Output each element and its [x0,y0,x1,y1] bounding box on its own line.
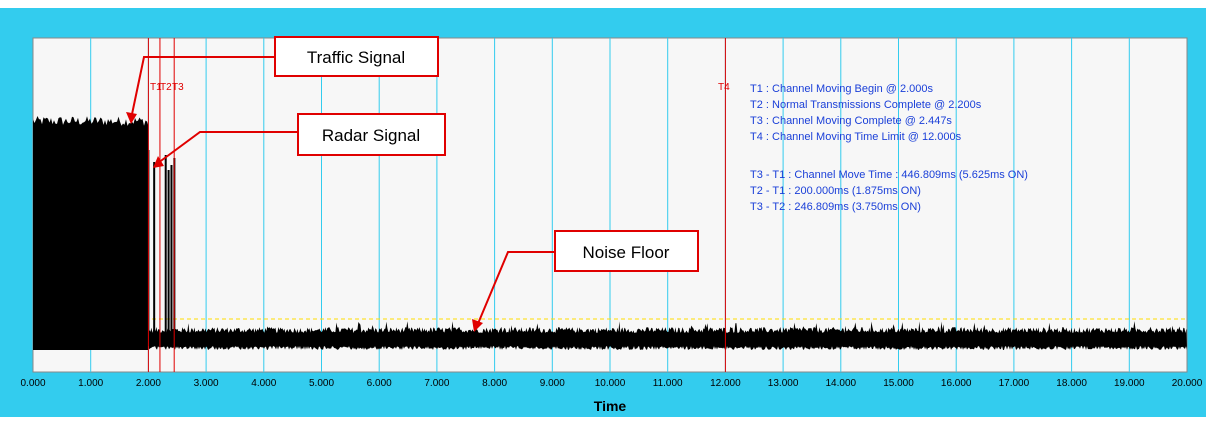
callout-radar: Radar Signal [153,113,446,168]
info-line: T4 : Channel Moving Time Limit @ 12.000s [750,131,962,143]
x-tick-label: 15.000 [883,378,914,389]
x-tick-label: 0.000 [20,378,45,389]
callout-noise-arrowhead [472,319,483,332]
x-tick-label: 14.000 [826,378,857,389]
info-line: T1 : Channel Moving Begin @ 2.000s [750,83,933,95]
info-line: T3 - T2 : 246.809ms (3.750ms ON) [750,201,921,213]
noise-floor-band [148,321,1187,350]
x-tick-label: 11.000 [653,378,683,389]
traffic-signal-block [33,126,149,350]
traffic-signal-envelope [33,116,149,126]
signal-trace [33,116,1187,350]
callout-traffic-box [274,36,439,77]
x-tick-label: 12.000 [710,378,741,389]
x-tick-label: 4.000 [251,378,276,389]
x-tick-label: 19.000 [1114,378,1145,389]
x-tick-label: 7.000 [424,378,449,389]
x-tick-label: 16.000 [941,378,972,389]
x-tick-label: 9.000 [540,378,565,389]
x-tick-label: 13.000 [768,378,799,389]
callout-noise-leader [476,251,555,327]
x-tick-label: 6.000 [367,378,392,389]
x-tick-label: 8.000 [482,378,507,389]
x-tick-label: 5.000 [309,378,334,389]
marker-label-t2: T2 [160,82,172,93]
info-line: T2 - T1 : 200.000ms (1.875ms ON) [750,185,921,197]
marker-label-t4: T4 [718,82,730,93]
callout-radar-leader [157,131,298,164]
info-line: T3 : Channel Moving Complete @ 2.447s [750,115,952,127]
x-tick-label: 1.000 [78,378,103,389]
x-tick-label: 3.000 [194,378,219,389]
marker-label-t1: T1 [150,82,162,93]
time-markers [147,38,726,372]
callout-radar-arrowhead [153,156,164,168]
x-tick-label: 18.000 [1056,378,1087,389]
x-tick-label: 20.000 [1172,378,1203,389]
x-axis-ticks: 0.000 1.000 2.000 3.000 4.000 5.000 6.000 7.000… [20,378,1202,389]
info-line: T2 : Normal Transmissions Complete @ 2.2… [750,99,982,111]
callout-noise-label: Noise Floor [583,243,670,262]
x-tick-label: 17.000 [999,378,1030,389]
x-tick-label: 10.000 [595,378,626,389]
x-tick-label: 2.000 [136,378,161,389]
callout-traffic-leader [130,56,275,120]
callout-radar-box [297,113,446,156]
callout-traffic-label: Traffic Signal [307,48,405,67]
callout-traffic-arrowhead [126,112,137,124]
callout-radar-label: Radar Signal [322,126,420,145]
marker-label-t3: T3 [172,82,184,93]
callout-noise: Noise Floor [472,230,699,332]
x-axis-title: Time [594,398,627,414]
callout-traffic: Traffic Signal [126,36,439,124]
info-panel: T1 : Channel Moving Begin @ 2.000s T2 : … [750,83,1028,213]
info-line: T3 - T1 : Channel Move Time : 446.809ms … [750,169,1028,181]
